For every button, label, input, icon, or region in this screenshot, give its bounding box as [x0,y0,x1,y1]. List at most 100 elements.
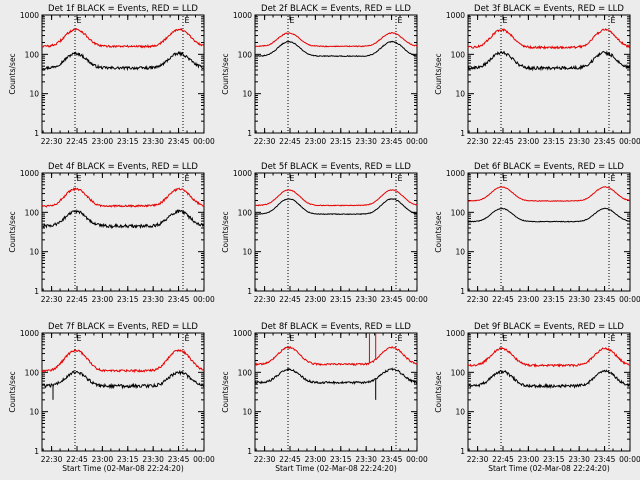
x-tick-label: 23:45 [381,455,403,464]
x-tick-label: 00:00 [406,137,428,146]
x-tick-label: 23:15 [543,137,565,146]
series-lld [41,27,205,49]
x-tick-label: 23:15 [117,295,139,304]
series-events [254,366,418,386]
x-tick-label: 22:30 [41,295,63,304]
y-tick-label: 100 [25,208,40,217]
x-tick-label: 23:30 [355,455,377,464]
panel-det-8: Det 8f BLACK = Events, RED = LLD 1 10 100 10… [221,322,428,473]
x-axis-label: Start Time (02-Mar-08 22:24:20) [488,464,610,473]
y-axis-label: Counts/sec [434,53,443,94]
x-tick-label: 23:15 [330,295,352,304]
x-tick-label: 23:30 [142,295,164,304]
y-tick-label: 100 [451,50,466,59]
x-tick-label: 23:00 [305,455,327,464]
series-events [41,51,204,72]
x-tick-label: 00:00 [619,295,640,304]
series-events [254,198,418,216]
x-tick-label: 23:15 [117,137,139,146]
panel-title: Det 4f BLACK = Events, RED = LLD [48,162,198,172]
y-tick-label: 10 [29,90,39,99]
x-tick-label: 23:30 [568,455,590,464]
y-tick-label: 10 [242,408,252,417]
plot-frame [254,14,418,134]
x-tick-label: 22:30 [254,295,276,304]
x-tick-label: 23:00 [305,137,327,146]
x-tick-label: 00:00 [406,455,428,464]
y-tick-label: 10 [455,248,465,257]
event-marker-label: E [76,174,81,183]
panel-title: Det 3f BLACK = Events, RED = LLD [474,4,624,14]
event-marker-label: E [289,16,294,25]
y-tick-label: 1000 [233,11,252,20]
series-lld [41,348,205,374]
x-tick-label: 22:30 [41,137,63,146]
x-tick-label: 22:30 [467,137,489,146]
event-marker-label: E [184,174,189,183]
plot-frame [467,332,631,452]
x-tick-label: 23:45 [381,137,403,146]
panel-det-6: Det 6f BLACK = Events, RED = LLD 1 10 100 10… [434,162,640,304]
y-tick-label: 100 [451,208,466,217]
y-tick-label: 1000 [233,169,252,178]
x-tick-label: 22:45 [492,137,514,146]
y-axis-label: Counts/sec [221,53,230,94]
series-lld [467,28,631,50]
y-tick-label: 1 [247,129,252,138]
event-marker-label: E [184,16,189,25]
x-tick-label: 23:30 [355,137,377,146]
x-tick-label: 00:00 [406,295,428,304]
y-tick-label: 1 [247,447,252,456]
y-tick-label: 100 [25,50,40,59]
x-tick-label: 23:00 [518,455,540,464]
x-tick-label: 22:30 [467,295,489,304]
x-tick-label: 23:15 [117,455,139,464]
x-tick-label: 23:45 [594,455,616,464]
x-tick-label: 22:45 [279,137,301,146]
y-axis-label: Counts/sec [434,211,443,252]
x-tick-label: 22:45 [66,137,88,146]
panel-det-9: Det 9f BLACK = Events, RED = LLD 1 10 100 10… [434,322,640,473]
y-tick-label: 1000 [20,11,39,20]
y-tick-label: 1000 [20,329,39,338]
y-axis-label: Counts/sec [8,371,17,412]
x-tick-label: 22:45 [279,295,301,304]
series-events [41,208,205,230]
y-axis-label: Counts/sec [8,53,17,94]
y-tick-label: 10 [29,248,39,257]
event-marker-label: E [76,16,81,25]
series-lld [467,186,631,202]
event-marker-label: E [502,16,507,25]
series-lld [41,187,205,209]
x-tick-label: 22:45 [66,455,88,464]
plot-frame [467,14,631,134]
x-tick-label: 23:00 [518,137,540,146]
x-tick-label: 23:30 [142,137,164,146]
y-tick-label: 1 [34,287,39,296]
event-marker-label: E [397,334,402,343]
y-tick-label: 1000 [446,169,465,178]
x-tick-label: 23:00 [92,137,114,146]
y-axis-label: Counts/sec [434,371,443,412]
x-axis-label: Start Time (02-Mar-08 22:24:20) [275,464,397,473]
x-tick-label: 00:00 [193,455,215,464]
x-tick-label: 23:00 [518,295,540,304]
y-tick-label: 100 [25,368,40,377]
series-lld [467,346,631,368]
x-tick-label: 23:30 [568,295,590,304]
event-marker-label: E [610,334,615,343]
x-tick-label: 23:30 [355,295,377,304]
x-tick-label: 23:45 [168,455,190,464]
x-tick-label: 22:45 [66,295,88,304]
panel-title: Det 5f BLACK = Events, RED = LLD [261,162,411,172]
y-tick-label: 1000 [446,329,465,338]
y-tick-label: 10 [242,248,252,257]
series-events [467,369,631,390]
x-tick-label: 23:00 [305,295,327,304]
x-tick-label: 23:45 [168,295,190,304]
panel-det-5: Det 5f BLACK = Events, RED = LLD 1 10 100 10… [221,162,428,304]
series-events [254,40,417,58]
x-tick-label: 23:15 [543,295,565,304]
y-axis-label: Counts/sec [8,211,17,252]
